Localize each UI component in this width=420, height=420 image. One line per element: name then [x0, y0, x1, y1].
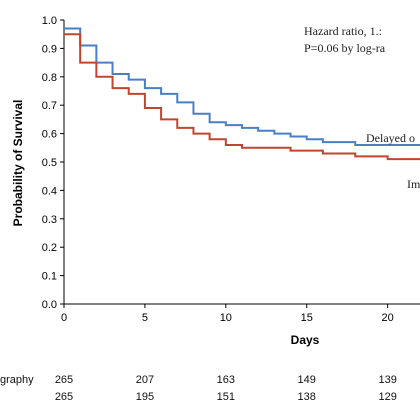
x-tick-label: 0 — [61, 312, 67, 324]
risk-table: graphy 265 207 163 149 139 265 195 151 138 129 — [0, 374, 397, 403]
x-tick-label: 10 — [220, 312, 232, 324]
risk-value: 139 — [378, 374, 396, 386]
risk-value: 207 — [136, 374, 154, 386]
risk-value: 195 — [136, 391, 154, 403]
series-line-1 — [64, 33, 420, 161]
series-layer — [64, 27, 420, 161]
series-line-0 — [64, 27, 420, 146]
axes: 0.0 0.1 0.2 0.3 0.4 0.5 0.6 0.7 0.8 0.9 1.0 0 5 10 15 2… — [42, 15, 420, 324]
series-label-delayed: Delayed o — [366, 131, 415, 145]
risk-value: 129 — [378, 391, 396, 403]
risk-value: 265 — [55, 374, 73, 386]
y-tick-label: 0.5 — [42, 157, 57, 169]
y-tick-label: 0.1 — [42, 271, 57, 283]
y-tick-label: 0.3 — [42, 214, 57, 226]
y-tick-label: 0.0 — [42, 299, 57, 311]
y-axis-title: Probability of Survival — [11, 100, 25, 227]
y-tick-label: 0.9 — [42, 43, 57, 55]
x-tick-label: 15 — [301, 312, 313, 324]
series-label-immediate: Im — [407, 177, 420, 191]
risk-value: 163 — [217, 374, 235, 386]
y-tick-label: 0.6 — [42, 129, 57, 141]
hazard-ratio-annotation: Hazard ratio, 1.: — [304, 24, 382, 38]
y-tick-label: 0.2 — [42, 242, 57, 254]
x-tick-label: 5 — [142, 312, 148, 324]
x-tick-label: 20 — [382, 312, 394, 324]
risk-value: 149 — [298, 374, 316, 386]
risk-row-label: graphy — [0, 374, 34, 386]
y-tick-label: 0.7 — [42, 100, 57, 112]
x-axis-title: Days — [291, 333, 320, 347]
risk-value: 265 — [55, 391, 73, 403]
y-tick-label: 0.8 — [42, 72, 57, 84]
y-tick-label: 1.0 — [42, 15, 57, 27]
p-value-annotation: P=0.06 by log-ra — [304, 41, 386, 55]
risk-value: 151 — [217, 391, 235, 403]
risk-value: 138 — [298, 391, 316, 403]
y-tick-label: 0.4 — [42, 185, 57, 197]
